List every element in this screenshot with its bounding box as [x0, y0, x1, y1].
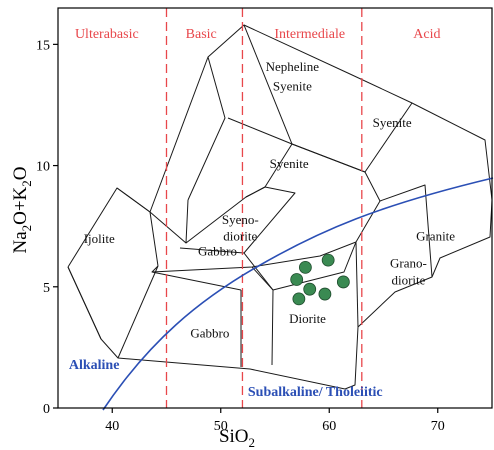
field-boundary	[251, 266, 274, 366]
x-tick-label: 60	[322, 419, 336, 434]
boundary-label: Alkaline	[69, 358, 120, 373]
field-boundary	[187, 56, 226, 201]
x-tick-label: 40	[105, 419, 119, 434]
field-boundary	[149, 199, 189, 244]
field-label: Syenite	[373, 115, 412, 130]
field-boundary	[227, 117, 293, 145]
field-label: Syenite	[270, 156, 309, 171]
axes: 40 50 60 70 0 5 10 15	[36, 38, 445, 434]
field-boundary	[117, 265, 159, 359]
field-label: Ijolite	[84, 231, 115, 246]
y-tick-label: 5	[43, 281, 50, 296]
field-label: Diorite	[289, 311, 326, 326]
field-boundary	[364, 171, 433, 278]
data-point	[298, 260, 312, 274]
field-boundary	[243, 24, 413, 173]
data-point	[318, 287, 332, 301]
data-points	[290, 253, 350, 306]
field-boundary	[243, 241, 357, 291]
field-boundary	[67, 24, 493, 390]
category-label: Acid	[413, 27, 440, 42]
data-point	[292, 292, 306, 306]
field-labels: Ulterabasic Basic Intermediale Acid Nephelin…	[69, 27, 455, 400]
x-tick-label: 50	[214, 419, 228, 434]
x-tick-label: 70	[431, 419, 445, 434]
data-point	[336, 275, 350, 289]
field-label: Gabbro	[190, 326, 229, 341]
field-label: diorite	[223, 229, 257, 244]
category-label: Ulterabasic	[75, 27, 139, 42]
field-boundary	[179, 186, 296, 254]
boundary-label: Subalkaline/ Tholeiitic	[248, 385, 383, 400]
plot-frame	[57, 7, 493, 409]
alkaline-subalkaline-boundary	[102, 177, 494, 411]
field-boundary	[67, 266, 102, 340]
field-boundary	[151, 271, 242, 291]
data-point	[303, 282, 317, 296]
field-label: diorite	[391, 272, 425, 287]
category-dividers	[165, 8, 363, 408]
data-point	[290, 273, 304, 286]
field-label: Nepheline	[266, 59, 320, 74]
alkaline-boundary-curve	[102, 177, 494, 411]
category-label: Basic	[186, 27, 217, 42]
field-boundary	[116, 187, 159, 267]
category-label: Intermediale	[274, 27, 345, 42]
field-label: Granite	[416, 229, 455, 244]
y-tick-label: 10	[36, 160, 50, 175]
field-label: Syeno-	[222, 212, 259, 227]
data-point	[321, 253, 335, 267]
field-label: Grano-	[390, 255, 427, 270]
field-boundary	[355, 241, 359, 328]
field-boundary	[151, 200, 381, 273]
field-label: Gabbro	[198, 243, 237, 258]
y-tick-label: 0	[43, 402, 50, 417]
field-label: Syenite	[273, 78, 312, 93]
x-axis-title: SiO2	[219, 426, 255, 450]
y-tick-label: 15	[36, 38, 50, 53]
classification-fields	[67, 24, 493, 390]
y-axis-title: Na2O+K2O	[10, 166, 34, 253]
